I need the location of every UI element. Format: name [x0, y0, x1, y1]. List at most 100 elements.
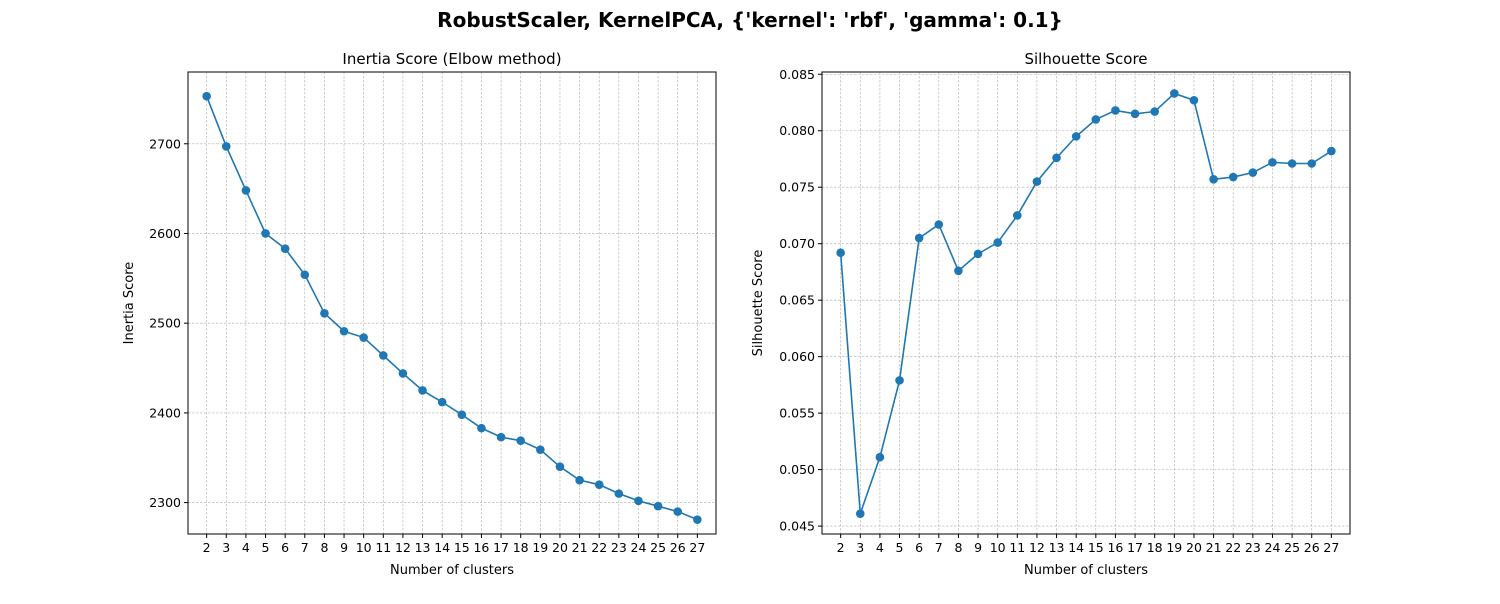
data-point — [836, 248, 845, 258]
x-tick-label: 25 — [650, 540, 666, 555]
y-tick-label: 0.080 — [779, 123, 815, 138]
x-tick-label: 5 — [896, 540, 904, 555]
x-tick-label: 24 — [1265, 540, 1281, 555]
data-point — [457, 410, 467, 419]
x-tick-label: 27 — [1323, 540, 1339, 555]
data-point — [1248, 168, 1258, 177]
x-tick-label: 13 — [1049, 540, 1065, 555]
data-point — [1111, 106, 1120, 115]
x-tick-label: 27 — [689, 540, 705, 555]
y-tick-label: 2600 — [149, 226, 181, 241]
x-tick-label: 9 — [974, 540, 982, 555]
x-tick-label: 12 — [395, 540, 411, 555]
x-tick-label: 8 — [954, 540, 962, 555]
x-tick-label: 6 — [281, 540, 289, 555]
data-point — [320, 309, 329, 318]
data-point — [398, 369, 408, 378]
x-tick-label: 23 — [611, 540, 627, 555]
x-tick-label: 16 — [1107, 540, 1123, 555]
x-tick-label: 22 — [1225, 540, 1241, 555]
x-tick-label: 5 — [262, 540, 270, 555]
figure-title: RobustScaler, KernelPCA, {'kernel': 'rbf… — [437, 8, 1063, 32]
data-point — [418, 386, 427, 395]
data-point — [1327, 146, 1336, 156]
x-tick-label: 18 — [1147, 540, 1163, 555]
data-point — [1150, 107, 1159, 116]
data-point — [993, 238, 1002, 247]
data-point — [1287, 159, 1297, 168]
x-tick-label: 14 — [434, 540, 450, 555]
x-tick-label: 15 — [454, 540, 470, 555]
y-tick-label: 0.065 — [779, 293, 815, 308]
x-tick-label: 26 — [1304, 540, 1320, 555]
x-tick-label: 17 — [1127, 540, 1143, 555]
y-tick-label: 0.085 — [779, 67, 815, 82]
y-tick-label: 2300 — [149, 495, 181, 510]
data-point — [693, 515, 702, 524]
data-point — [875, 452, 885, 462]
data-point — [1130, 109, 1140, 119]
chart-1: 2 3 4 5 6 7 8 9 10 11 12 13 14 15 16 17 18 19 20 21 22 23 24 25… — [122, 50, 717, 578]
chart-2: 2 3 4 5 6 7 8 9 10 11 12 13 14 15 16 17 18 19 20 21 22 23 24 25… — [751, 50, 1351, 578]
y-tick-label: 0.070 — [779, 236, 815, 251]
data-point — [1091, 115, 1101, 124]
x-tick-label: 17 — [493, 540, 509, 555]
data-point — [477, 423, 486, 433]
x-axis-label: Number of clusters — [390, 563, 514, 578]
x-tick-label: 16 — [473, 540, 489, 555]
x-tick-label: 11 — [1009, 540, 1025, 555]
x-tick-label: 3 — [222, 540, 230, 555]
series-line — [205, 95, 698, 521]
data-point — [496, 432, 506, 442]
x-tick-label: 11 — [375, 540, 391, 555]
x-tick-label: 3 — [856, 540, 864, 555]
data-point — [221, 142, 231, 151]
data-point — [673, 507, 683, 516]
x-tick-label: 2 — [203, 540, 211, 555]
data-point — [614, 489, 624, 498]
x-tick-label: 15 — [1088, 540, 1104, 555]
data-point — [634, 496, 643, 506]
x-tick-label: 12 — [1029, 540, 1045, 555]
x-tick-label: 14 — [1068, 540, 1084, 555]
x-axis-label: Number of clusters — [1024, 563, 1148, 578]
data-point — [280, 244, 290, 254]
data-point — [300, 270, 310, 280]
data-point — [914, 233, 924, 243]
data-point — [261, 229, 270, 238]
data-point — [359, 333, 368, 342]
x-tick-label: 7 — [301, 540, 309, 555]
x-tick-label: 19 — [532, 540, 548, 555]
plot-frame — [821, 71, 1351, 535]
x-tick-label: 24 — [631, 540, 647, 555]
series-line — [839, 92, 1332, 514]
data-point — [1013, 211, 1022, 220]
data-point — [934, 220, 944, 229]
y-tick-label: 0.045 — [779, 519, 815, 534]
x-tick-label: 19 — [1166, 540, 1182, 555]
data-point — [1032, 177, 1042, 186]
y-tick-label: 2400 — [149, 405, 181, 420]
data-point — [379, 351, 388, 360]
x-tick-label: 10 — [356, 540, 372, 555]
data-point — [1209, 175, 1218, 184]
data-point — [855, 509, 865, 518]
data-point — [1307, 159, 1317, 168]
x-tick-label: 10 — [990, 540, 1006, 555]
data-point — [339, 326, 349, 336]
chart-title: Silhouette Score — [1024, 50, 1147, 68]
y-axis-label: Silhouette Score — [751, 250, 766, 357]
data-point — [1228, 172, 1238, 182]
data-point — [202, 91, 211, 101]
y-axis-label: Inertia Score — [122, 262, 137, 345]
data-point — [1189, 95, 1199, 105]
data-point — [1170, 89, 1179, 98]
x-tick-label: 7 — [935, 540, 943, 555]
x-tick-label: 6 — [915, 540, 923, 555]
y-tick-label: 0.055 — [779, 406, 815, 421]
x-tick-label: 25 — [1284, 540, 1300, 555]
x-tick-label: 8 — [320, 540, 328, 555]
y-tick-label: 2700 — [149, 136, 181, 151]
y-tick-label: 0.050 — [779, 462, 815, 477]
